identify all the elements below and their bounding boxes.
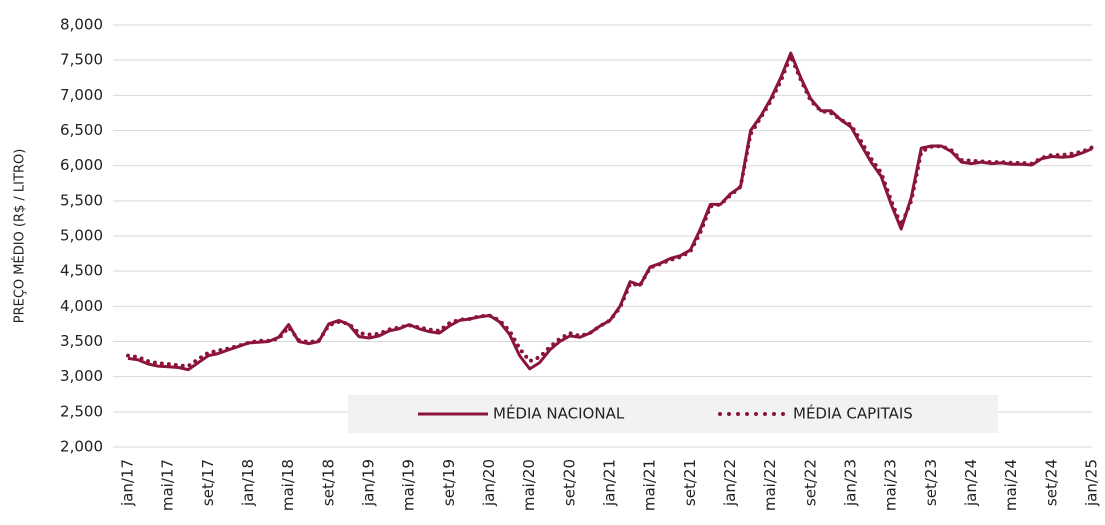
x-tick-label: jan/17 bbox=[119, 459, 137, 507]
x-tick-label: mai/20 bbox=[520, 459, 538, 511]
x-tick-label: set/18 bbox=[319, 459, 337, 506]
legend-label: MÉDIA NACIONAL bbox=[493, 404, 625, 423]
y-tick-label: 3,000 bbox=[60, 367, 103, 385]
x-tick-label: jan/18 bbox=[239, 459, 257, 507]
y-tick-label: 2,500 bbox=[60, 402, 103, 420]
y-tick-label: 5,000 bbox=[60, 227, 103, 245]
y-tick-label: 7,000 bbox=[60, 86, 103, 104]
x-tick-label: set/22 bbox=[801, 459, 819, 506]
y-tick-label: 4,000 bbox=[60, 297, 103, 315]
y-tick-label: 8,000 bbox=[60, 16, 103, 34]
legend-label: MÉDIA CAPITAIS bbox=[793, 404, 913, 423]
x-tick-label: mai/17 bbox=[159, 459, 177, 511]
y-tick-label: 3,500 bbox=[60, 332, 103, 350]
x-tick-label: mai/24 bbox=[1002, 459, 1020, 511]
x-tick-label: jan/23 bbox=[842, 459, 860, 507]
x-tick-label: set/17 bbox=[199, 459, 217, 506]
y-tick-label: 4,500 bbox=[60, 262, 103, 280]
y-tick-label: 6,000 bbox=[60, 156, 103, 174]
x-tick-label: jan/24 bbox=[962, 459, 980, 507]
x-tick-label: jan/22 bbox=[721, 459, 739, 507]
y-tick-label: 7,500 bbox=[60, 51, 103, 69]
x-tick-label: mai/22 bbox=[761, 459, 779, 511]
y-axis-label: PREÇO MÉDIO (R$ / LITRO) bbox=[12, 149, 28, 324]
x-tick-label: set/19 bbox=[440, 459, 458, 506]
x-tick-label: mai/23 bbox=[882, 459, 900, 511]
x-tick-label: set/23 bbox=[922, 459, 940, 506]
x-tick-label: set/24 bbox=[1042, 459, 1060, 506]
x-tick-label: set/21 bbox=[681, 459, 699, 506]
x-tick-label: mai/18 bbox=[279, 459, 297, 511]
x-tick-label: jan/21 bbox=[601, 459, 619, 507]
y-tick-label: 6,500 bbox=[60, 121, 103, 139]
x-tick-label: mai/21 bbox=[641, 459, 659, 511]
x-tick-label: jan/25 bbox=[1083, 459, 1101, 507]
y-tick-label: 2,000 bbox=[60, 438, 103, 456]
x-tick-label: mai/19 bbox=[400, 459, 418, 511]
x-tick-label: jan/19 bbox=[360, 459, 378, 507]
y-tick-label: 5,500 bbox=[60, 191, 103, 209]
x-tick-label: jan/20 bbox=[480, 459, 498, 507]
line-dotted bbox=[126, 53, 1094, 369]
x-tick-label: set/20 bbox=[560, 459, 578, 506]
